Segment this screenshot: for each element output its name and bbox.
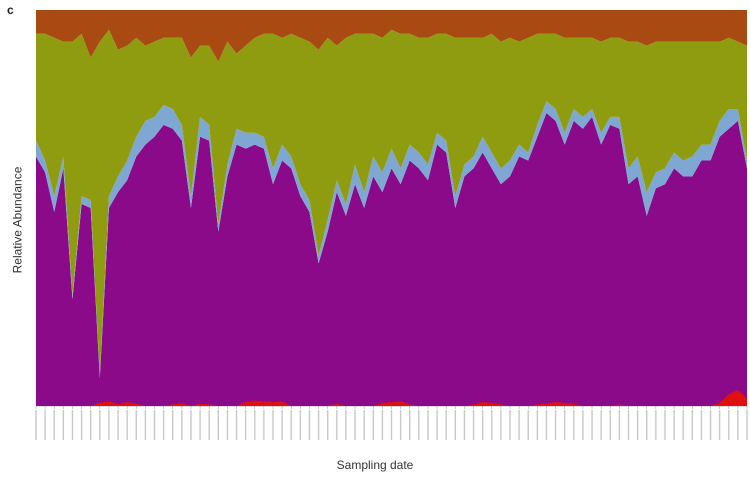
x-tick-label-glyph [71,410,74,440]
panel-letter: c [7,3,14,17]
series-area-minor-red [36,390,747,406]
x-tick-label-glyph [89,410,92,440]
series-area-3 [36,10,747,62]
x-tick-label-glyph [436,410,438,440]
x-tick-label-glyph [390,410,393,440]
x-tick-label-glyph [208,410,210,440]
x-tick-label-glyph [627,410,630,440]
x-tick-label-glyph [500,410,502,440]
x-tick-label-glyph [682,410,684,440]
x-tick-label-glyph [117,410,119,440]
stacked-areas [36,10,747,407]
x-tick-label-glyph [144,410,147,440]
x-tick-label-glyph [545,410,548,440]
x-tick-label-glyph [372,410,374,440]
x-tick-label-glyph [481,410,484,440]
x-tick-label-glyph [573,410,575,440]
x-tick-label-glyph [718,410,721,440]
x-tick-label-glyph [427,410,429,440]
x-tick-label-glyph [336,410,338,440]
x-tick-label-glyph [527,410,529,440]
x-tick-label-glyph [272,410,274,440]
x-tick-label-glyph [217,410,220,440]
x-tick-label-glyph [728,410,730,440]
x-tick-label-glyph [345,410,347,440]
x-tick-label-glyph [354,410,356,440]
series-area-2 [36,29,747,375]
x-tick-label-glyph [235,410,238,440]
x-tick-label-glyph [536,410,539,440]
x-tick-label-glyph [317,410,320,440]
x-tick-label-glyph [582,410,584,440]
x-tick-label-glyph [554,410,557,440]
x-tick-label-glyph [308,410,311,440]
x-tick-label-glyph [600,410,602,440]
x-tick-label-glyph [445,410,447,440]
series-area-1 [36,101,747,379]
x-tick-label-glyph [509,410,511,440]
x-tick-label-glyph [290,410,292,440]
x-tick-label-glyph [673,410,675,440]
x-tick-label-glyph [609,410,611,440]
x-tick-label-glyph [746,410,748,440]
x-tick-label-glyph [491,410,493,440]
x-tick-label-glyph [162,410,165,440]
x-tick-label-glyph [199,410,201,440]
x-tick-label-glyph [254,410,256,440]
x-tick-label-glyph [190,410,192,440]
x-tick-label-glyph [418,410,420,440]
x-tick-label-glyph [737,410,739,440]
x-tick-label-glyph [99,410,101,440]
x-tick-label-glyph [135,410,137,440]
x-tick-label-glyph [172,410,174,440]
x-tick-label-glyph [126,410,128,440]
x-tick-label-glyph [472,410,475,440]
x-tick-label-glyph [363,410,365,440]
x-axis [35,406,748,440]
x-tick-label-glyph [244,410,247,440]
x-tick-label-glyph [646,410,648,440]
x-tick-label-glyph [281,410,283,440]
x-tick-label-glyph [664,410,666,440]
x-tick-label-glyph [454,410,457,440]
x-tick-label-glyph [409,410,411,440]
x-tick-label-glyph [463,410,466,440]
x-tick-label-glyph [655,410,657,440]
x-tick-label-glyph [35,410,37,440]
series-area-0 [36,112,747,407]
x-tick-label-glyph [636,410,639,440]
x-tick-label-glyph [563,410,566,440]
x-tick-label-glyph [618,410,621,440]
x-axis-title: Sampling date [336,458,414,472]
x-tick-label-glyph [299,410,302,440]
x-tick-label-glyph [709,410,712,440]
x-tick-label-glyph [153,410,156,440]
x-tick-label-glyph [62,410,65,440]
x-tick-label-glyph [108,410,110,440]
x-tick-label-glyph [691,410,694,440]
x-tick-label-glyph [399,410,402,440]
x-tick-label-glyph [700,410,703,440]
x-tick-label-glyph [53,410,55,440]
x-tick-label-glyph [326,410,329,440]
x-tick-label-glyph [591,410,593,440]
x-tick-label-glyph [80,410,83,440]
x-tick-label-glyph [263,410,265,440]
x-tick-label-glyph [181,410,183,440]
x-tick-label-glyph [518,410,520,440]
x-tick-label-glyph [381,410,384,440]
x-tick-label-glyph [44,410,46,440]
x-tick-label-glyph [226,410,229,440]
